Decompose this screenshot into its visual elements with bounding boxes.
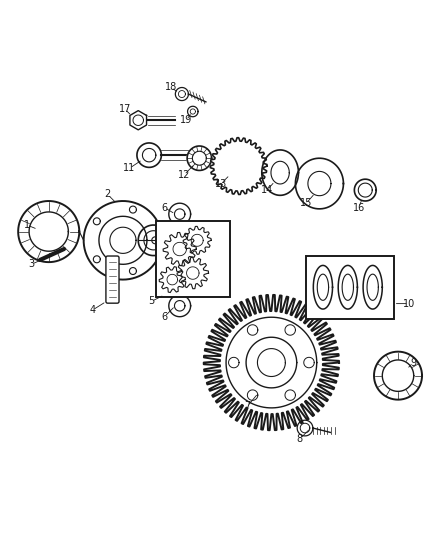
- Text: 9: 9: [410, 358, 417, 368]
- Polygon shape: [187, 106, 198, 117]
- FancyBboxPatch shape: [106, 256, 119, 303]
- Text: 8: 8: [297, 434, 303, 444]
- Text: 2: 2: [105, 189, 111, 199]
- Polygon shape: [18, 201, 79, 262]
- Polygon shape: [130, 111, 147, 130]
- Polygon shape: [374, 352, 422, 400]
- Polygon shape: [210, 138, 267, 195]
- Polygon shape: [159, 266, 185, 293]
- Polygon shape: [169, 295, 191, 317]
- Text: 5: 5: [148, 296, 155, 306]
- Text: 16: 16: [353, 203, 365, 213]
- Text: 12: 12: [178, 170, 190, 180]
- Polygon shape: [175, 87, 188, 101]
- Text: 18: 18: [165, 83, 177, 93]
- Text: 1: 1: [24, 220, 30, 230]
- Bar: [306, 256, 394, 319]
- Polygon shape: [183, 227, 211, 254]
- Text: 17: 17: [119, 104, 131, 114]
- Polygon shape: [137, 143, 161, 167]
- Text: 11: 11: [124, 163, 136, 173]
- Polygon shape: [84, 201, 162, 280]
- Text: 4: 4: [89, 305, 95, 315]
- Text: 15: 15: [300, 198, 312, 208]
- Text: 10: 10: [403, 298, 415, 309]
- Text: 7: 7: [244, 401, 251, 411]
- Polygon shape: [204, 295, 339, 430]
- Polygon shape: [317, 274, 328, 300]
- Polygon shape: [138, 225, 169, 256]
- Polygon shape: [338, 265, 357, 309]
- Polygon shape: [295, 158, 343, 209]
- Text: 14: 14: [261, 185, 273, 195]
- Polygon shape: [187, 146, 212, 171]
- Polygon shape: [163, 232, 196, 265]
- Polygon shape: [169, 203, 191, 225]
- Polygon shape: [367, 274, 378, 300]
- Text: 19: 19: [180, 115, 192, 125]
- Text: 3: 3: [28, 260, 34, 269]
- Polygon shape: [342, 274, 353, 300]
- Text: 6: 6: [161, 312, 167, 322]
- Polygon shape: [262, 150, 298, 195]
- Bar: [155, 221, 230, 297]
- Text: 13: 13: [215, 179, 227, 189]
- Text: 6: 6: [161, 203, 167, 213]
- Polygon shape: [313, 265, 332, 309]
- Polygon shape: [177, 257, 208, 289]
- Polygon shape: [363, 265, 382, 309]
- Polygon shape: [297, 420, 313, 436]
- Polygon shape: [354, 179, 376, 201]
